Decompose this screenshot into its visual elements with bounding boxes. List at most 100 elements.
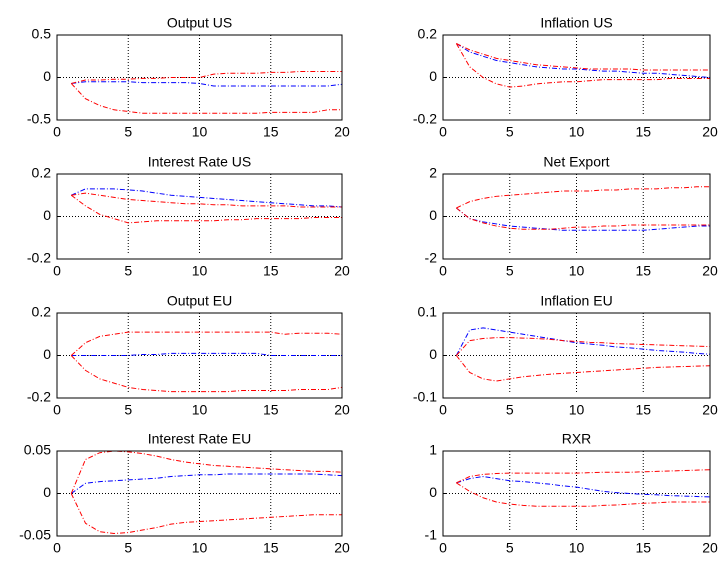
x-tick-label: 0 (439, 402, 447, 418)
x-tick-label: 0 (53, 540, 61, 556)
y-tick-label: -0.2 (27, 389, 51, 405)
x-tick-label: 0 (53, 402, 61, 418)
y-tick-label: 0.2 (32, 304, 52, 320)
x-tick-label: 20 (334, 263, 350, 279)
x-tick-label: 5 (124, 263, 132, 279)
x-tick-label: 20 (334, 402, 350, 418)
chart-title: RXR (562, 431, 592, 447)
plot-frame (442, 450, 711, 537)
x-tick-label: 5 (506, 124, 514, 140)
x-tick-label: 10 (192, 540, 208, 556)
y-tick-label: 0 (43, 207, 51, 223)
plot-frame (56, 34, 343, 121)
x-tick-label: 15 (263, 540, 279, 556)
series-line (70, 83, 342, 114)
x-tick-label: 10 (569, 124, 585, 140)
x-tick-label: 15 (635, 402, 651, 418)
y-tick-label: 0.1 (418, 304, 438, 320)
series-line (456, 207, 710, 230)
x-tick-label: 0 (439, 540, 447, 556)
y-tick-label: 0.2 (418, 26, 438, 42)
x-tick-label: 5 (124, 124, 132, 140)
y-tick-label: 2 (429, 165, 437, 181)
y-tick-label: 0 (429, 484, 437, 500)
y-tick-label: 0.5 (32, 26, 52, 42)
x-tick-label: 10 (569, 540, 585, 556)
y-tick-label: 0 (429, 207, 437, 223)
series-line (456, 186, 710, 209)
series-line (455, 355, 711, 382)
series-line (456, 469, 711, 484)
y-tick-label: -1 (425, 527, 438, 543)
plot-frame (442, 173, 711, 260)
x-tick-label: 20 (702, 402, 718, 418)
x-tick-label: 15 (635, 540, 651, 556)
chart-title: Net Export (543, 154, 609, 170)
x-tick-label: 0 (53, 263, 61, 279)
y-tick-label: 0.05 (24, 442, 51, 458)
chart-title: Inflation US (540, 15, 612, 31)
plot-frame (442, 34, 711, 121)
chart-title: Interest Rate EU (148, 431, 252, 447)
x-tick-label: 10 (192, 124, 208, 140)
y-tick-label: -0.2 (413, 111, 437, 127)
y-tick-label: 0 (43, 484, 51, 500)
y-tick-label: -0.5 (27, 111, 51, 127)
x-tick-label: 0 (439, 263, 447, 279)
y-tick-label: -0.05 (19, 527, 51, 543)
series-line (456, 43, 711, 78)
y-tick-label: -0.1 (413, 389, 437, 405)
y-tick-label: 0 (43, 68, 51, 84)
x-tick-label: 20 (702, 540, 718, 556)
x-tick-label: 15 (635, 263, 651, 279)
series-line (455, 327, 711, 356)
x-tick-label: 20 (334, 124, 350, 140)
series-line (455, 43, 710, 88)
x-tick-label: 15 (263, 124, 279, 140)
x-tick-label: 15 (263, 263, 279, 279)
series-line (70, 194, 342, 224)
y-tick-label: 1 (429, 442, 437, 458)
x-tick-label: 10 (192, 263, 208, 279)
y-tick-label: -0.2 (27, 250, 51, 266)
x-tick-label: 10 (192, 402, 208, 418)
y-tick-label: 0 (429, 346, 437, 362)
series-line (70, 450, 343, 494)
plot-frame (56, 173, 343, 260)
series-line (456, 43, 710, 71)
x-tick-label: 20 (702, 263, 718, 279)
x-tick-label: 15 (635, 124, 651, 140)
plot-frame (442, 312, 711, 399)
plot-frame (56, 312, 343, 399)
x-tick-label: 0 (53, 124, 61, 140)
y-tick-label: -2 (425, 250, 438, 266)
y-tick-label: 0 (43, 346, 51, 362)
series-line (456, 207, 710, 231)
x-tick-label: 5 (124, 402, 132, 418)
series-line (456, 475, 711, 498)
chart-title: Interest Rate US (148, 154, 252, 170)
x-tick-label: 10 (569, 402, 585, 418)
x-tick-label: 5 (506, 263, 514, 279)
x-tick-label: 5 (506, 402, 514, 418)
series-line (71, 188, 343, 208)
series-line (455, 337, 711, 356)
y-tick-label: 0 (429, 68, 437, 84)
x-tick-label: 10 (569, 263, 585, 279)
chart-title: Inflation EU (540, 293, 612, 309)
x-tick-label: 15 (263, 402, 279, 418)
series-line (70, 355, 343, 393)
plot-frame (56, 450, 343, 537)
x-tick-label: 0 (439, 124, 447, 140)
y-tick-label: 0.2 (32, 165, 52, 181)
chart-title: Output US (167, 15, 232, 31)
series-line (456, 482, 710, 507)
chart-title: Output EU (167, 293, 232, 309)
series-line (70, 331, 343, 356)
x-tick-label: 5 (124, 540, 132, 556)
x-tick-label: 5 (506, 540, 514, 556)
x-tick-label: 20 (702, 124, 718, 140)
series-line (70, 493, 342, 534)
